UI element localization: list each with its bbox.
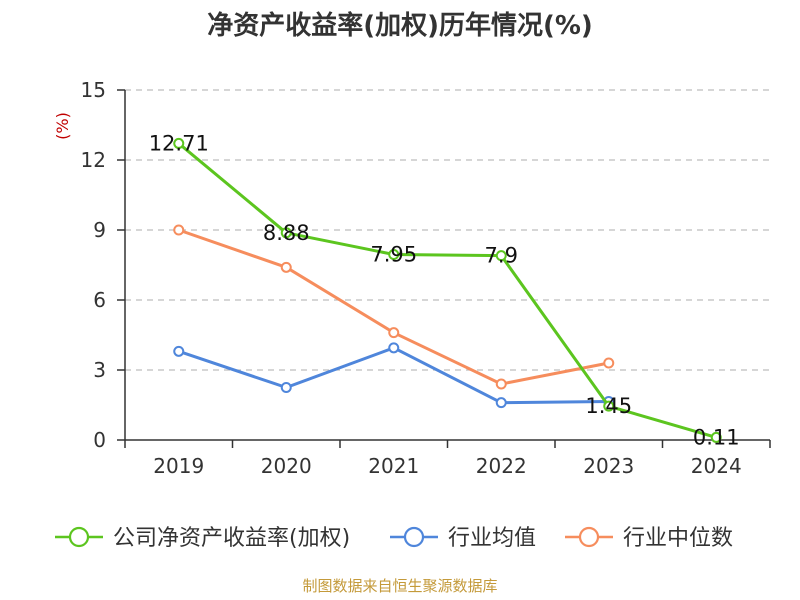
x-tick-label: 2020 (261, 454, 312, 478)
x-tick-label: 2024 (691, 454, 742, 478)
data-point (388, 249, 400, 260)
legend-label: 行业均值 (448, 526, 536, 551)
y-tick-label: 3 (93, 358, 106, 382)
series-line (177, 142, 717, 439)
data-label: 8.88 (263, 221, 310, 245)
data-labels: 12.71 8.88 7.95 7.9 1.45 0.11 (149, 131, 740, 449)
data-point (280, 227, 292, 239)
legend-marker (68, 526, 90, 548)
data-point (280, 382, 292, 393)
y-tick-label: 9 (93, 218, 106, 242)
x-tick-label: 2022 (476, 454, 527, 478)
source-note: 制图数据来自恒生聚源数据库 (302, 577, 497, 595)
legend-item[interactable]: 行业均值 (390, 526, 536, 551)
chart-title: 净资产收益率(加权)历年情况(%) (207, 10, 593, 41)
legend: 公司净资产收益率(加权) 行业均值 行业中位数 (55, 526, 733, 551)
data-point (603, 400, 615, 412)
series-group (173, 137, 722, 443)
data-point (603, 357, 615, 369)
data-point (280, 261, 292, 273)
legend-label: 行业中位数 (623, 526, 733, 551)
data-label: 7.95 (370, 243, 417, 267)
y-axis-unit: (%) (53, 112, 72, 140)
axes (117, 89, 771, 448)
data-point (173, 345, 185, 357)
data-point (495, 397, 507, 409)
y-tick-label: 0 (93, 428, 106, 452)
y-tick-label: 6 (93, 288, 106, 312)
legend-label: 公司净资产收益率(加权) (113, 526, 350, 551)
y-tick-label: 15 (81, 78, 106, 102)
y-tick-labels: 0 3 6 9 12 15 (81, 78, 106, 452)
data-label: 1.45 (585, 394, 632, 418)
data-point (388, 342, 400, 354)
data-point (388, 327, 400, 339)
legend-marker (578, 526, 600, 548)
data-point (495, 378, 507, 390)
data-point (173, 224, 185, 236)
data-point (710, 431, 722, 443)
data-point (495, 250, 507, 262)
y-tick-label: 12 (81, 148, 106, 172)
legend-item[interactable]: 行业中位数 (565, 526, 733, 551)
data-point (173, 137, 185, 149)
data-label: 0.11 (693, 425, 740, 449)
data-label: 12.71 (149, 131, 209, 155)
x-tick-label: 2019 (153, 454, 204, 478)
legend-marker (403, 526, 425, 548)
x-tick-labels: 2019 2020 2021 2022 2023 2024 (153, 454, 741, 478)
legend-item[interactable]: 公司净资产收益率(加权) (55, 526, 350, 551)
grid-lines (125, 89, 770, 371)
data-label: 7.9 (485, 244, 518, 268)
x-tick-label: 2023 (583, 454, 634, 478)
x-tick-label: 2021 (368, 454, 419, 478)
